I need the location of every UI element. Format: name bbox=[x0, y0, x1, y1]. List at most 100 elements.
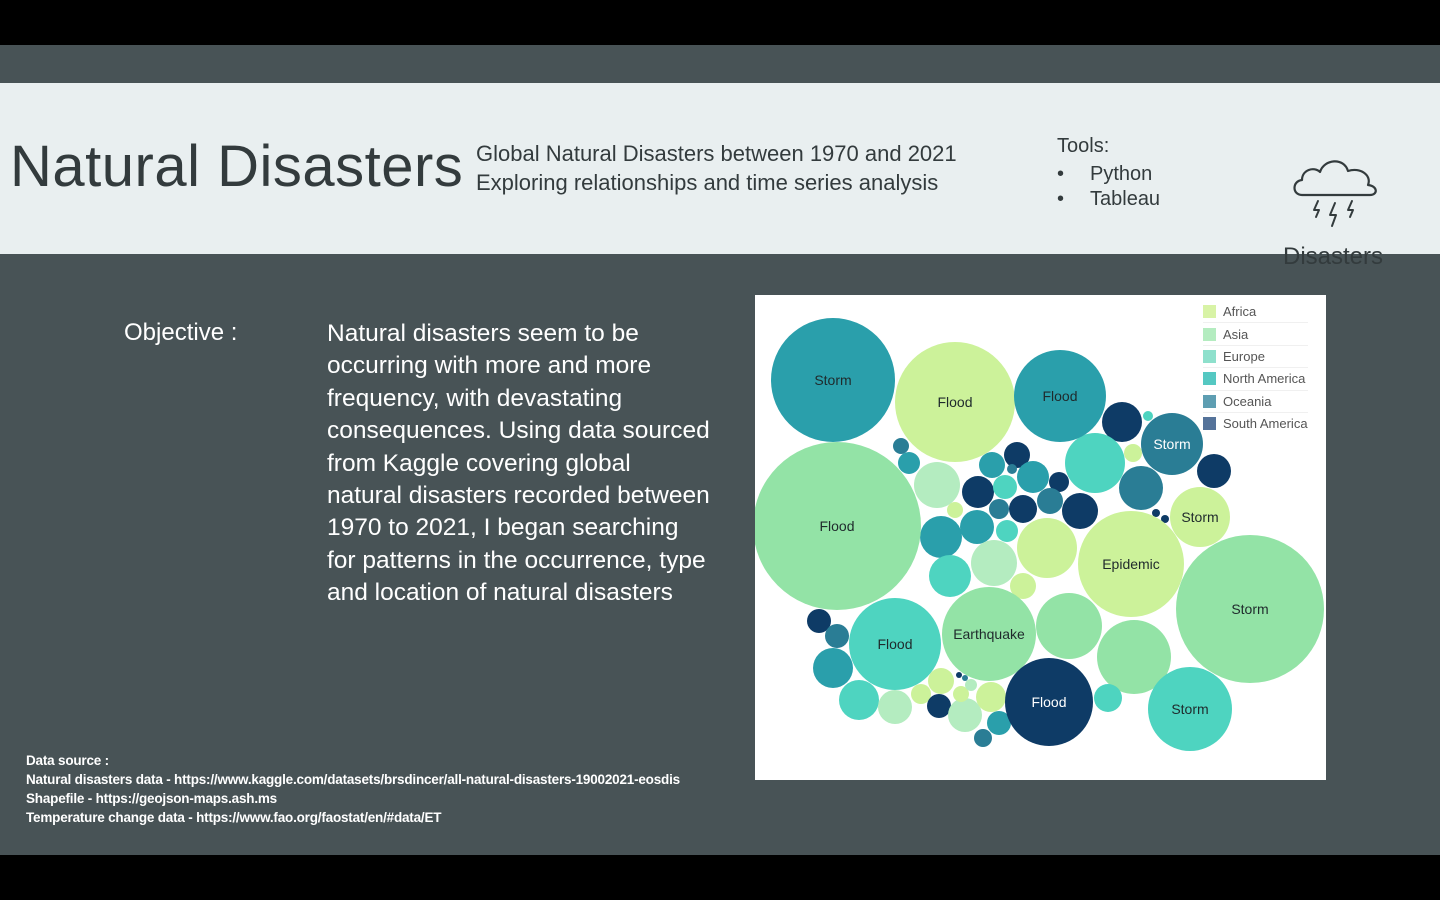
bubble bbox=[1161, 515, 1169, 523]
bubble bbox=[1119, 466, 1163, 510]
bubble bbox=[1010, 573, 1036, 599]
bubble bbox=[839, 680, 879, 720]
bubble bbox=[971, 540, 1017, 586]
bubble bbox=[1143, 411, 1153, 421]
bubble-label: Storm bbox=[1153, 436, 1190, 452]
legend-label: South America bbox=[1223, 416, 1308, 432]
bubble bbox=[928, 668, 954, 694]
bubble bbox=[1004, 442, 1030, 468]
bubble-label: Storm bbox=[814, 372, 851, 388]
tool-item: Tableau bbox=[1057, 187, 1160, 212]
bubble-label: Flood bbox=[819, 518, 854, 534]
bubble-label: Flood bbox=[1042, 388, 1077, 404]
slide: Natural Disasters Global Natural Disaste… bbox=[0, 45, 1440, 855]
source-line: Natural disasters data - https://www.kag… bbox=[26, 772, 680, 787]
bubble-label: Storm bbox=[1231, 601, 1268, 617]
legend-item-africa: Africa bbox=[1203, 301, 1308, 324]
bubble-flood bbox=[755, 442, 921, 610]
legend-item-north-america: North America bbox=[1203, 368, 1308, 391]
bubble bbox=[813, 648, 853, 688]
bubble-earthquake bbox=[942, 587, 1036, 681]
source-line: Shapefile - https://geojson-maps.ash.ms bbox=[26, 791, 277, 806]
bubble-storm bbox=[1170, 487, 1230, 547]
bubble bbox=[974, 729, 992, 747]
bubble-storm bbox=[1148, 667, 1232, 751]
bubble bbox=[898, 452, 920, 474]
legend-swatch bbox=[1203, 305, 1216, 319]
legend-item-oceania: Oceania bbox=[1203, 391, 1308, 413]
bubble bbox=[1017, 518, 1077, 578]
bubble bbox=[1152, 509, 1160, 517]
source-line: Temperature change data - https://www.fa… bbox=[26, 810, 442, 825]
bubble bbox=[911, 684, 931, 704]
legend-label: Europe bbox=[1223, 348, 1265, 364]
bubble-storm bbox=[1176, 535, 1324, 683]
legend-label: Oceania bbox=[1223, 393, 1272, 409]
bubble bbox=[1036, 593, 1102, 659]
bubble-label: Epidemic bbox=[1102, 556, 1160, 572]
bubble bbox=[989, 499, 1009, 519]
legend-label: Asia bbox=[1223, 326, 1249, 342]
bubble-label: Earthquake bbox=[953, 626, 1025, 642]
bubble-flood bbox=[849, 598, 941, 690]
bubble bbox=[1062, 493, 1098, 529]
legend-swatch bbox=[1203, 394, 1216, 408]
bubble-flood bbox=[895, 342, 1015, 462]
bubble bbox=[1009, 495, 1037, 523]
bubble bbox=[893, 438, 909, 454]
legend-label: Africa bbox=[1223, 304, 1257, 320]
bubble-label: Flood bbox=[877, 636, 912, 652]
bubble bbox=[1124, 444, 1142, 462]
legend-swatch bbox=[1203, 372, 1216, 386]
data-sources: Data source : Natural disasters data - h… bbox=[26, 751, 680, 827]
bubble bbox=[956, 672, 962, 678]
bubble-flood bbox=[1005, 658, 1093, 746]
bubble bbox=[807, 609, 831, 633]
bubble bbox=[962, 675, 968, 681]
bubble-label: Flood bbox=[937, 394, 972, 410]
legend-item-asia: Asia bbox=[1203, 323, 1308, 346]
bubble bbox=[953, 686, 969, 702]
legend-item-europe: Europe bbox=[1203, 346, 1308, 369]
bubble bbox=[1049, 472, 1069, 492]
tools-title: Tools: bbox=[1057, 135, 1110, 157]
legend-swatch bbox=[1203, 327, 1216, 341]
bubble bbox=[962, 476, 994, 508]
subtitle-line-2: Exploring relationships and time series … bbox=[476, 170, 939, 195]
legend-item-south-america: South America bbox=[1203, 413, 1308, 434]
bubble bbox=[996, 520, 1018, 542]
page-title: Natural Disasters bbox=[10, 134, 464, 199]
subtitle: Global Natural Disasters between 1970 an… bbox=[476, 139, 957, 197]
bubble bbox=[987, 711, 1011, 735]
bubble bbox=[1102, 402, 1142, 442]
bubble-storm bbox=[1141, 413, 1203, 475]
bubble bbox=[1097, 620, 1171, 694]
bubble bbox=[1197, 454, 1231, 488]
bubble bbox=[878, 690, 912, 724]
bubble bbox=[948, 698, 982, 732]
tools-section: Tools: Python Tableau bbox=[1057, 135, 1160, 212]
letterbox-top bbox=[0, 0, 1440, 45]
bubble bbox=[927, 694, 951, 718]
objective-text: Natural disasters seem to be occurring w… bbox=[327, 320, 710, 607]
bubble bbox=[929, 555, 971, 597]
legend-label: North America bbox=[1223, 371, 1306, 387]
bubble bbox=[825, 624, 849, 648]
bubble bbox=[965, 679, 977, 691]
bubble bbox=[1094, 684, 1122, 712]
bubble bbox=[920, 516, 962, 558]
bubble bbox=[960, 510, 994, 544]
tools-list: Python Tableau bbox=[1057, 162, 1160, 212]
bubble bbox=[979, 452, 1005, 478]
bubble-epidemic bbox=[1078, 511, 1184, 617]
tool-item: Python bbox=[1057, 162, 1160, 187]
bubble-flood bbox=[1014, 350, 1106, 442]
bubble-chart: Storm Flood Flood Storm Flood Storm Epidemic St… bbox=[755, 295, 1326, 780]
legend-swatch bbox=[1203, 417, 1216, 431]
subtitle-line-1: Global Natural Disasters between 1970 an… bbox=[476, 141, 957, 166]
bubble-label: Flood bbox=[1031, 694, 1066, 710]
sources-title: Data source : bbox=[26, 753, 109, 768]
bubble-label: Storm bbox=[1171, 701, 1208, 717]
bubble bbox=[1017, 461, 1049, 493]
letterbox-bottom bbox=[0, 855, 1440, 900]
